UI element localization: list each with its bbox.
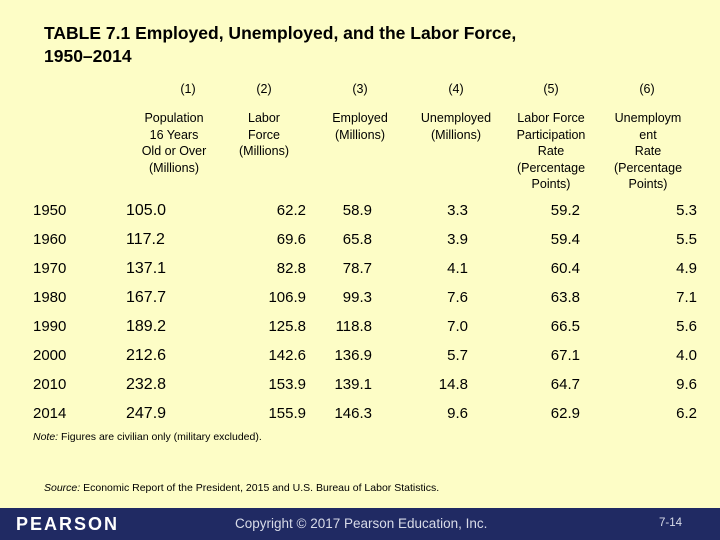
column-header-unemployed: Unemployed (Millions) [420, 111, 492, 142]
column-header-population: Population 16 Years Old or Over (Million… [141, 111, 207, 175]
column-number-2: (2) [256, 82, 272, 96]
table-row: 2014 247.9 155.9 146.3 9.6 62.9 6.2 [0, 399, 720, 427]
year-cell: 2000 [33, 347, 67, 364]
unemployed-cell: 7.0 [447, 318, 468, 335]
labor-force-cell: 142.6 [268, 347, 306, 364]
participation-rate-cell: 62.9 [550, 405, 580, 422]
unemployed-cell: 3.9 [447, 231, 468, 248]
unemployed-cell: 4.1 [447, 260, 468, 277]
participation-rate-cell: 59.2 [550, 202, 580, 219]
year-cell: 1970 [33, 260, 67, 277]
column-number-6: (6) [639, 82, 655, 96]
participation-rate-cell: 60.4 [550, 260, 580, 277]
unemployed-cell: 9.6 [447, 405, 468, 422]
unemployment-rate-cell: 4.0 [676, 347, 697, 364]
labor-force-cell: 69.6 [276, 231, 306, 248]
table-row: 1980 167.7 106.9 99.3 7.6 63.8 7.1 [0, 283, 720, 311]
copyright-text: Copyright © 2017 Pearson Education, Inc. [235, 516, 488, 531]
unemployed-cell: 14.8 [438, 376, 468, 393]
table-row: 1960 117.2 69.6 65.8 3.9 59.4 5.5 [0, 225, 720, 253]
table-row: 2000 212.6 142.6 136.9 5.7 67.1 4.0 [0, 341, 720, 369]
source-text: Economic Report of the President, 2015 a… [80, 482, 440, 494]
employed-cell: 139.1 [334, 376, 372, 393]
population-cell: 232.8 [126, 376, 167, 393]
year-cell: 1990 [33, 318, 67, 335]
participation-rate-cell: 59.4 [550, 231, 580, 248]
column-header-participation-rate: Labor Force Participation Rate (Percenta… [516, 111, 586, 191]
year-cell: 1960 [33, 231, 67, 248]
unemployed-cell: 3.3 [447, 202, 468, 219]
table-title: TABLE 7.1 Employed, Unemployed, and the … [44, 22, 684, 68]
population-cell: 247.9 [126, 405, 167, 422]
labor-force-cell: 155.9 [268, 405, 306, 422]
employed-cell: 78.7 [342, 260, 372, 277]
table-row: 1970 137.1 82.8 78.7 4.1 60.4 4.9 [0, 254, 720, 282]
employed-cell: 58.9 [342, 202, 372, 219]
unemployed-cell: 5.7 [447, 347, 468, 364]
table-row: 1990 189.2 125.8 118.8 7.0 66.5 5.6 [0, 312, 720, 340]
table-source: Source: Economic Report of the President… [44, 482, 439, 494]
footer-bar: PEARSON Copyright © 2017 Pearson Educati… [0, 508, 720, 540]
year-cell: 2010 [33, 376, 67, 393]
title-line-2: 1950–2014 [44, 46, 132, 66]
unemployment-rate-cell: 5.3 [676, 202, 697, 219]
participation-rate-cell: 63.8 [550, 289, 580, 306]
column-header-employed: Employed (Millions) [332, 111, 388, 142]
year-cell: 1950 [33, 202, 67, 219]
unemployment-rate-cell: 4.9 [676, 260, 697, 277]
population-cell: 189.2 [126, 318, 167, 335]
labor-force-cell: 153.9 [268, 376, 306, 393]
column-number-4: (4) [448, 82, 464, 96]
unemployment-rate-cell: 6.2 [676, 405, 697, 422]
unemployed-cell: 7.6 [447, 289, 468, 306]
population-cell: 117.2 [126, 231, 165, 248]
participation-rate-cell: 64.7 [550, 376, 580, 393]
pearson-logo: PEARSON [16, 514, 120, 534]
employed-cell: 65.8 [342, 231, 372, 248]
unemployment-rate-cell: 9.6 [676, 376, 697, 393]
population-cell: 167.7 [126, 289, 167, 306]
labor-force-cell: 82.8 [276, 260, 306, 277]
labor-force-cell: 106.9 [268, 289, 306, 306]
page-number: 7-14 [658, 517, 682, 529]
population-cell: 105.0 [126, 202, 167, 219]
employed-cell: 99.3 [342, 289, 372, 306]
unemployment-rate-cell: 5.6 [676, 318, 697, 335]
unemployment-rate-cell: 7.1 [676, 289, 697, 306]
population-cell: 137.1 [126, 260, 167, 277]
labor-force-cell: 62.2 [276, 202, 306, 219]
table-note: Note: Figures are civilian only (militar… [33, 431, 262, 443]
table-row: 1950 105.0 62.2 58.9 3.3 59.2 5.3 [0, 196, 720, 224]
participation-rate-cell: 67.1 [550, 347, 580, 364]
note-label: Note: [33, 431, 59, 443]
note-text: Figures are civilian only (military excl… [58, 431, 262, 443]
column-number-1: (1) [180, 82, 196, 96]
year-cell: 1980 [33, 289, 67, 306]
column-header-unemployment-rate: Unemploym ent Rate (Percentage Points) [613, 111, 683, 191]
employed-cell: 118.8 [335, 318, 372, 335]
employed-cell: 146.3 [334, 405, 372, 422]
unemployment-rate-cell: 5.5 [676, 231, 697, 248]
year-cell: 2014 [33, 405, 67, 422]
column-number-3: (3) [352, 82, 368, 96]
employed-cell: 136.9 [334, 347, 372, 364]
labor-force-cell: 125.8 [268, 318, 306, 335]
population-cell: 212.6 [126, 347, 167, 364]
column-number-5: (5) [543, 82, 559, 96]
column-header-labor-force: Labor Force (Millions) [239, 111, 289, 158]
participation-rate-cell: 66.5 [550, 318, 580, 335]
source-label: Source: [44, 482, 81, 494]
table-row: 2010 232.8 153.9 139.1 14.8 64.7 9.6 [0, 370, 720, 398]
title-line-1: TABLE 7.1 Employed, Unemployed, and the … [44, 23, 517, 43]
